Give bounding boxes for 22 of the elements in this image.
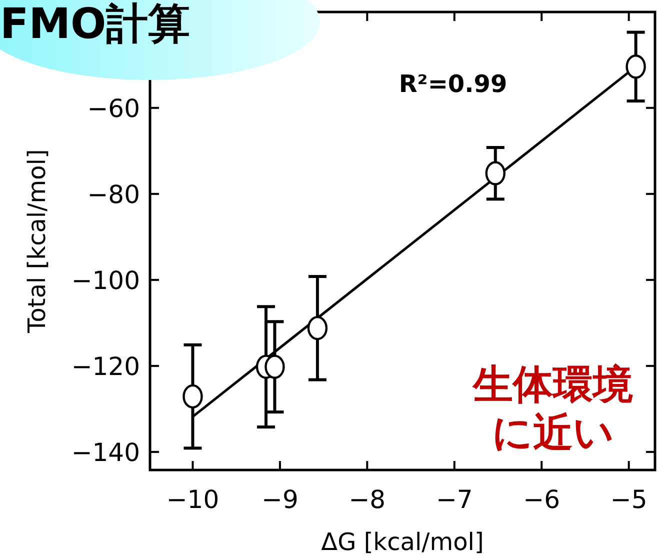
annotation: に近い [492,410,614,456]
x-tick-label: −6 [523,485,560,514]
point [264,354,285,379]
y-tick-label: −60 [87,94,140,123]
x-tick-label: −10 [166,485,220,514]
x-tick-label: −5 [610,485,648,514]
annotation: R²=0.99 [398,70,508,98]
point [182,384,203,409]
y-tick-label: −100 [71,266,140,295]
point [626,54,646,79]
x-tick-label: −9 [262,485,298,514]
point [485,161,506,186]
x-tick-label: −8 [348,485,386,514]
y-axis-title: Total [kcal/mol] [23,149,51,334]
chart-title: FMO計算 [0,0,190,48]
x-tick-label: −7 [436,485,473,514]
y-tick-label: −120 [71,352,140,381]
annotation: 生体環境 [472,362,633,408]
point [307,316,328,340]
x-axis-title: ΔG [kcal/mol] [321,528,484,556]
y-tick-label: −80 [87,180,140,209]
y-tick-label: −140 [71,438,140,467]
